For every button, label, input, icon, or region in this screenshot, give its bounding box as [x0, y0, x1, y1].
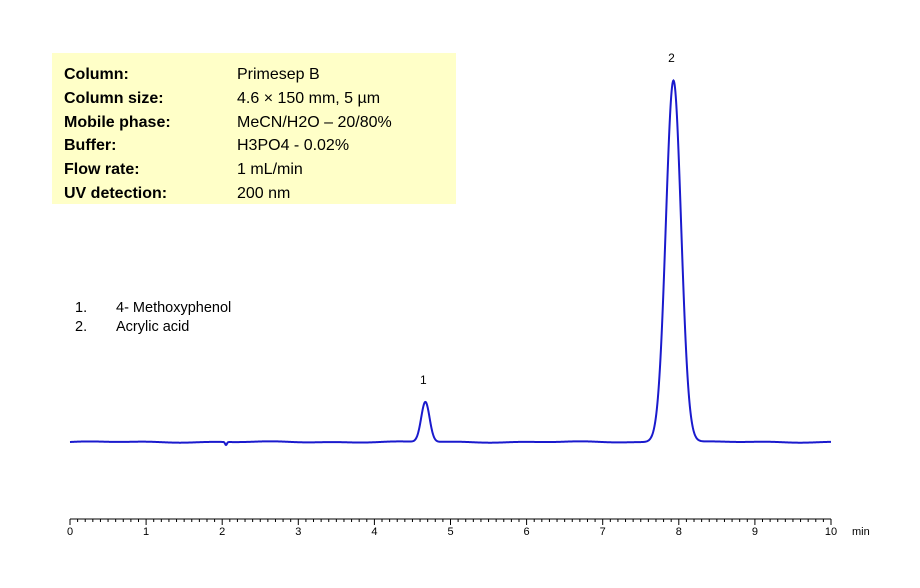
info-value: 1 mL/min	[237, 161, 303, 179]
x-tick-label: 8	[676, 526, 682, 538]
info-row-column-size: Column size: 4.6 × 150 mm, 5 µm	[52, 87, 456, 111]
peak-label: 2	[668, 51, 675, 65]
info-label: UV detection:	[64, 184, 168, 202]
x-tick-label: 9	[752, 526, 758, 538]
info-row-uv-detection: UV detection: 200 nm	[52, 182, 456, 206]
legend-compound: 4- Methoxyphenol	[116, 300, 232, 316]
info-row-column: Column: Primesep B	[52, 63, 456, 87]
legend-number: 1.	[75, 300, 88, 316]
peak-label: 1	[420, 373, 427, 387]
x-tick-label: 10	[825, 526, 837, 538]
info-label: Column:	[64, 66, 129, 83]
x-tick-label: 7	[600, 526, 606, 538]
x-axis-unit-label: min	[852, 526, 870, 538]
info-label: Flow rate:	[64, 161, 140, 179]
legend-number: 2.	[75, 319, 88, 335]
x-tick-label: 2	[219, 526, 225, 538]
info-value: 4.6 × 150 mm, 5 µm	[237, 89, 381, 107]
info-value: H3PO4 - 0.02%	[237, 137, 350, 155]
peak-labels: 12	[420, 51, 675, 387]
chromatogram-trace	[69, 78, 832, 447]
legend-compound: Acrylic acid	[116, 319, 190, 335]
x-tick-label: 3	[295, 526, 301, 538]
info-row-buffer: Buffer: H3PO4 - 0.02%	[52, 134, 456, 158]
info-label: Buffer:	[64, 137, 117, 155]
info-value: 200 nm	[237, 184, 291, 202]
x-axis: 0 1 2 3 4 5 6 7 8 9 10 min	[67, 518, 870, 538]
info-value: MeCN/H2O – 20/80%	[237, 113, 392, 131]
info-value: Primesep B	[237, 66, 320, 83]
x-tick-label: 4	[371, 526, 377, 538]
x-tick-label: 0	[67, 526, 73, 538]
info-row-flow-rate: Flow rate: 1 mL/min	[52, 158, 456, 182]
info-row-mobile-phase: Mobile phase: MeCN/H2O – 20/80%	[52, 111, 456, 135]
info-label: Mobile phase:	[64, 113, 171, 131]
x-tick-label: 5	[447, 526, 453, 538]
info-label: Column size:	[64, 89, 164, 107]
x-tick-label: 6	[524, 526, 530, 538]
x-tick-label: 1	[143, 526, 149, 538]
method-conditions-box: Column: Primesep B Column size: 4.6 × 15…	[52, 53, 456, 204]
